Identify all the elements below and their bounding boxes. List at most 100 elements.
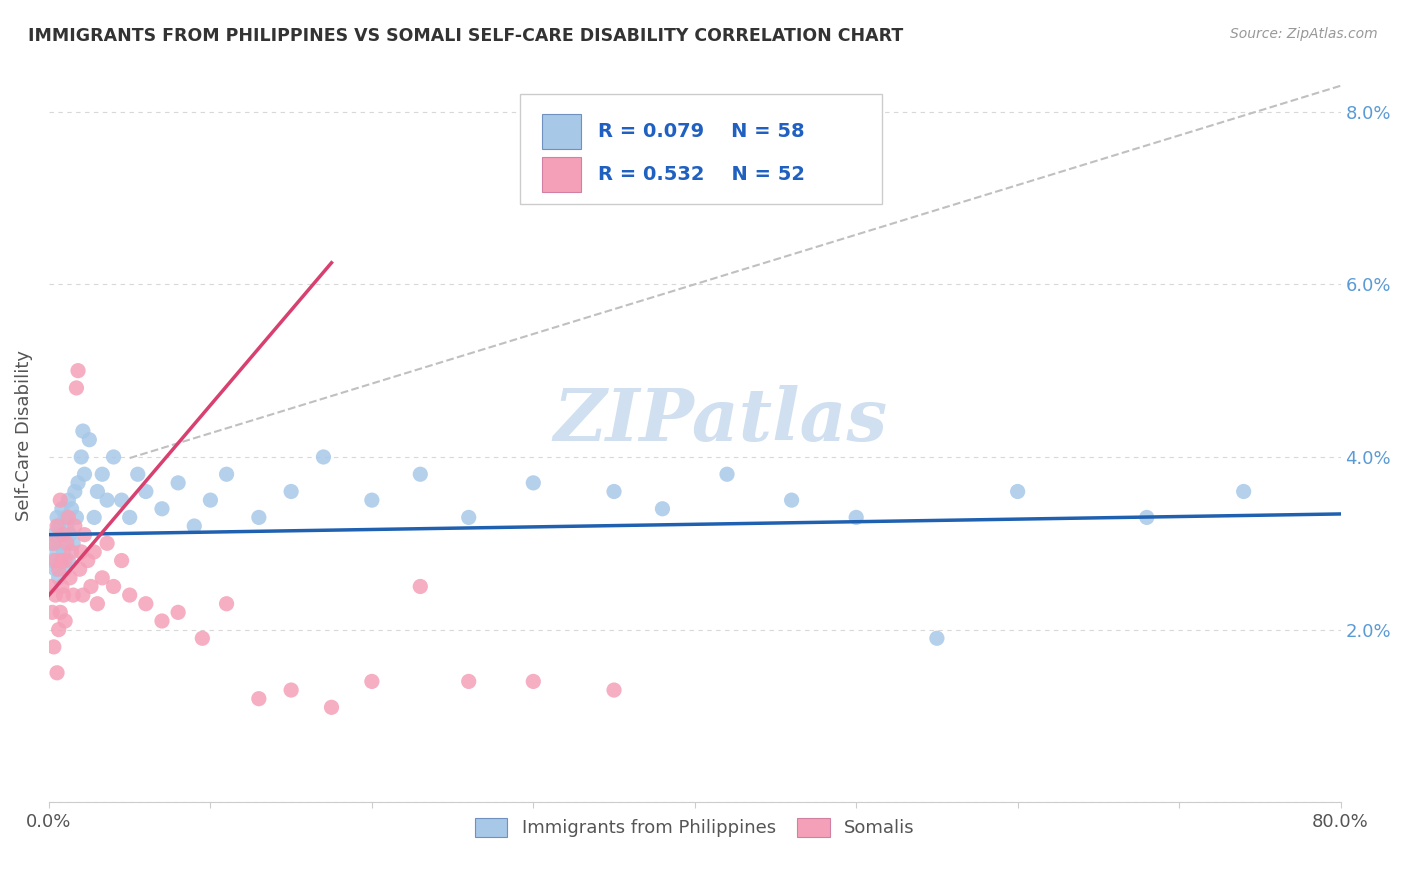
Point — [118, 510, 141, 524]
Point — [46, 510, 69, 524]
Point — [80, 579, 103, 593]
Point — [191, 632, 214, 646]
Point — [49, 493, 72, 508]
Point — [53, 562, 76, 576]
Point — [103, 579, 125, 593]
Text: Source: ZipAtlas.com: Source: ZipAtlas.com — [1230, 27, 1378, 41]
Point — [72, 424, 94, 438]
Bar — [543, 157, 581, 192]
Point — [135, 597, 157, 611]
Point — [55, 536, 77, 550]
Point — [39, 536, 62, 550]
Point — [86, 597, 108, 611]
Point — [39, 579, 62, 593]
Point — [46, 665, 69, 680]
Point — [280, 484, 302, 499]
Point — [72, 588, 94, 602]
Point — [70, 450, 93, 464]
Point — [42, 536, 65, 550]
Point — [48, 571, 70, 585]
Point — [73, 527, 96, 541]
Point — [247, 510, 270, 524]
Point — [62, 536, 84, 550]
Point — [58, 493, 80, 508]
Point — [53, 510, 76, 524]
Point — [63, 519, 86, 533]
Point — [76, 553, 98, 567]
Point — [522, 674, 544, 689]
Point — [42, 640, 65, 654]
Point — [409, 467, 432, 482]
Point — [63, 484, 86, 499]
Point — [103, 450, 125, 464]
Point — [111, 493, 134, 508]
Y-axis label: Self-Care Disability: Self-Care Disability — [15, 350, 32, 521]
Point — [79, 433, 101, 447]
Point — [247, 691, 270, 706]
Point — [1233, 484, 1256, 499]
Point — [86, 484, 108, 499]
Point — [1136, 510, 1159, 524]
Point — [215, 467, 238, 482]
Point — [150, 614, 173, 628]
Point — [65, 510, 87, 524]
Point — [69, 562, 91, 576]
Point — [135, 484, 157, 499]
Point — [44, 588, 66, 602]
Point — [96, 493, 118, 508]
Point — [183, 519, 205, 533]
Point — [51, 553, 73, 567]
Point — [603, 484, 626, 499]
Point — [52, 545, 75, 559]
Point — [52, 527, 75, 541]
Point — [70, 545, 93, 559]
Point — [96, 536, 118, 550]
Point — [41, 605, 63, 619]
Point — [83, 510, 105, 524]
Point — [51, 579, 73, 593]
Point — [52, 588, 75, 602]
Point — [66, 475, 89, 490]
Point — [925, 632, 948, 646]
Text: IMMIGRANTS FROM PHILIPPINES VS SOMALI SELF-CARE DISABILITY CORRELATION CHART: IMMIGRANTS FROM PHILIPPINES VS SOMALI SE… — [28, 27, 904, 45]
Point — [44, 562, 66, 576]
Point — [118, 588, 141, 602]
Point — [49, 605, 72, 619]
Text: ZIPatlas: ZIPatlas — [554, 385, 887, 456]
Point — [58, 553, 80, 567]
Point — [716, 467, 738, 482]
Point — [46, 545, 69, 559]
Point — [66, 364, 89, 378]
Point — [41, 553, 63, 567]
Point — [200, 493, 222, 508]
Point — [1007, 484, 1029, 499]
Point — [60, 545, 83, 559]
Point — [409, 579, 432, 593]
Point — [51, 501, 73, 516]
Point — [360, 493, 382, 508]
Point — [83, 545, 105, 559]
Text: R = 0.532    N = 52: R = 0.532 N = 52 — [598, 165, 804, 184]
Point — [360, 674, 382, 689]
Point — [59, 571, 82, 585]
Point — [51, 536, 73, 550]
Point — [55, 519, 77, 533]
Point — [457, 510, 479, 524]
Point — [91, 467, 114, 482]
Point — [127, 467, 149, 482]
Point — [167, 475, 190, 490]
Point — [48, 623, 70, 637]
Point — [65, 381, 87, 395]
Point — [215, 597, 238, 611]
Legend: Immigrants from Philippines, Somalis: Immigrants from Philippines, Somalis — [467, 811, 922, 845]
Bar — [543, 114, 581, 149]
Point — [48, 519, 70, 533]
Point — [312, 450, 335, 464]
Point — [53, 553, 76, 567]
Point — [780, 493, 803, 508]
Point — [49, 553, 72, 567]
Point — [522, 475, 544, 490]
FancyBboxPatch shape — [520, 95, 882, 204]
Point — [59, 527, 82, 541]
Point — [60, 501, 83, 516]
